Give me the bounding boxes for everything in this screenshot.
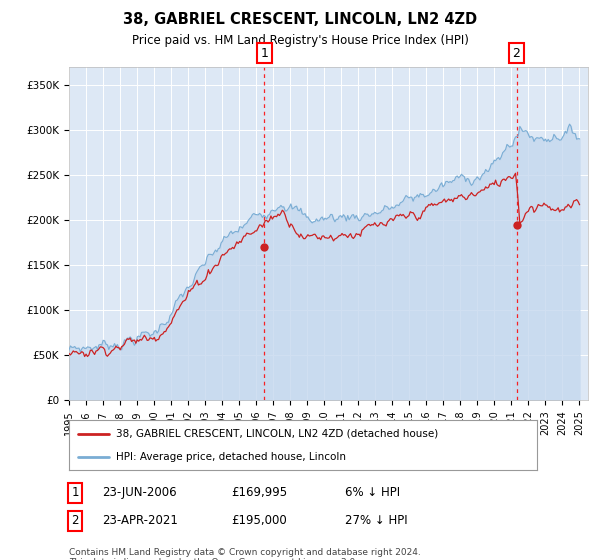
Text: 2: 2 [71,514,79,528]
Text: 23-APR-2021: 23-APR-2021 [102,514,178,528]
Text: 1: 1 [71,486,79,500]
Text: Price paid vs. HM Land Registry's House Price Index (HPI): Price paid vs. HM Land Registry's House … [131,34,469,48]
Text: HPI: Average price, detached house, Lincoln: HPI: Average price, detached house, Linc… [116,452,346,462]
Text: £169,995: £169,995 [231,486,287,500]
Text: 1: 1 [260,46,268,60]
Text: 38, GABRIEL CRESCENT, LINCOLN, LN2 4ZD: 38, GABRIEL CRESCENT, LINCOLN, LN2 4ZD [123,12,477,27]
Text: 6% ↓ HPI: 6% ↓ HPI [345,486,400,500]
Text: 23-JUN-2006: 23-JUN-2006 [102,486,176,500]
Text: 27% ↓ HPI: 27% ↓ HPI [345,514,407,528]
Text: £195,000: £195,000 [231,514,287,528]
Text: Contains HM Land Registry data © Crown copyright and database right 2024.
This d: Contains HM Land Registry data © Crown c… [69,548,421,560]
Text: 2: 2 [512,46,520,60]
Text: 38, GABRIEL CRESCENT, LINCOLN, LN2 4ZD (detached house): 38, GABRIEL CRESCENT, LINCOLN, LN2 4ZD (… [116,428,438,438]
